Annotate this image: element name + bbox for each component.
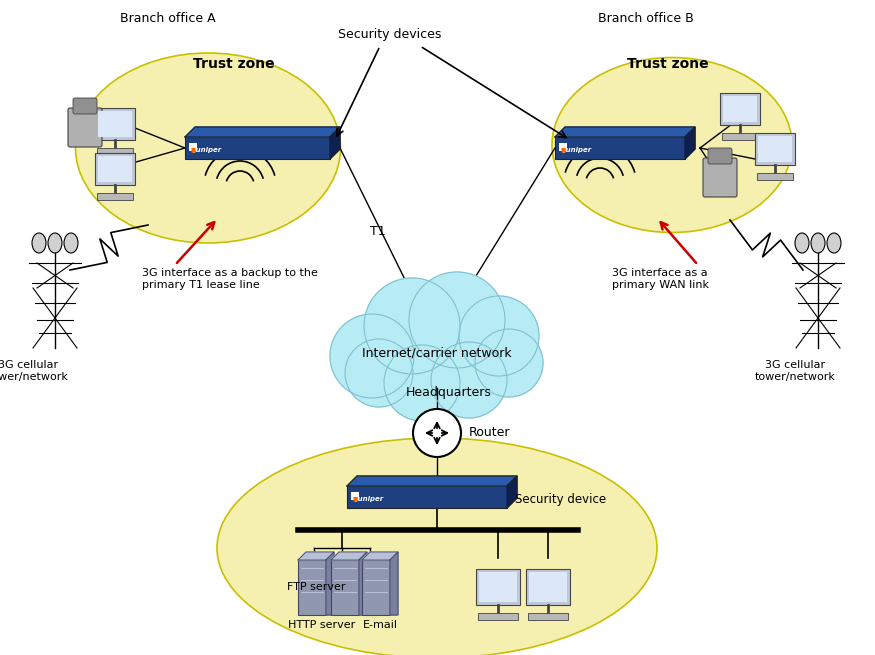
Text: Juniper: Juniper (355, 496, 383, 502)
Text: Trust zone: Trust zone (193, 57, 275, 71)
Bar (526, 569, 570, 605)
Ellipse shape (32, 233, 46, 253)
Bar (351, 492, 359, 500)
Text: E-mail: E-mail (362, 620, 397, 630)
Text: Juniper: Juniper (193, 147, 221, 153)
Bar (97, 148, 133, 155)
Bar (189, 143, 197, 151)
Text: ■: ■ (560, 147, 565, 153)
Ellipse shape (827, 233, 841, 253)
Circle shape (364, 278, 460, 374)
Text: ■: ■ (191, 147, 196, 153)
Bar (95, 153, 135, 185)
Circle shape (413, 409, 461, 457)
FancyBboxPatch shape (73, 98, 97, 114)
Text: T1: T1 (370, 225, 386, 238)
Text: 3G cellular
tower/network: 3G cellular tower/network (754, 360, 836, 382)
Bar (478, 613, 518, 620)
Ellipse shape (75, 53, 340, 243)
Bar (98, 111, 132, 137)
Text: Branch office B: Branch office B (598, 12, 694, 25)
Bar (722, 133, 758, 140)
Ellipse shape (48, 233, 62, 253)
Bar (347, 486, 507, 508)
Polygon shape (330, 127, 340, 159)
FancyBboxPatch shape (703, 158, 737, 197)
Polygon shape (331, 552, 367, 560)
Ellipse shape (64, 233, 78, 253)
Bar (185, 137, 330, 159)
Polygon shape (326, 552, 334, 615)
Text: Internet/carrier network: Internet/carrier network (362, 346, 512, 360)
Polygon shape (362, 552, 398, 560)
Bar (479, 572, 517, 602)
Polygon shape (390, 552, 398, 615)
Bar (757, 173, 793, 180)
Circle shape (475, 329, 543, 397)
Bar (476, 569, 520, 605)
Bar (555, 137, 685, 159)
Circle shape (384, 345, 460, 421)
Text: Security devices: Security devices (339, 28, 442, 41)
Ellipse shape (811, 233, 825, 253)
Polygon shape (359, 552, 367, 615)
Bar (528, 613, 568, 620)
Circle shape (459, 296, 539, 376)
Ellipse shape (552, 58, 792, 233)
Bar (529, 572, 567, 602)
FancyBboxPatch shape (68, 108, 102, 147)
Bar (98, 156, 132, 182)
Text: FTP server: FTP server (287, 582, 346, 592)
Polygon shape (298, 552, 334, 560)
Bar (559, 143, 567, 151)
Text: Juniper: Juniper (563, 147, 592, 153)
Circle shape (431, 342, 507, 418)
Text: HTTP server: HTTP server (289, 620, 355, 630)
Bar (97, 193, 133, 200)
Circle shape (330, 314, 414, 398)
Bar (95, 108, 135, 140)
Bar (362, 560, 390, 615)
FancyBboxPatch shape (708, 148, 732, 164)
Text: Branch office A: Branch office A (120, 12, 215, 25)
Ellipse shape (217, 438, 657, 655)
Bar (720, 93, 760, 125)
Text: Security device: Security device (515, 493, 606, 506)
Circle shape (409, 272, 505, 368)
Text: Headquarters: Headquarters (406, 386, 492, 399)
Text: Trust zone: Trust zone (627, 57, 709, 71)
Bar (755, 133, 795, 165)
Text: Router: Router (469, 426, 510, 440)
Polygon shape (555, 127, 695, 137)
Bar (723, 96, 757, 122)
Polygon shape (185, 127, 340, 137)
Text: 3G cellular
tower/network: 3G cellular tower/network (0, 360, 68, 382)
Bar (298, 560, 326, 615)
Ellipse shape (795, 233, 809, 253)
Text: 3G interface as a
primary WAN link: 3G interface as a primary WAN link (612, 269, 709, 290)
Polygon shape (685, 127, 695, 159)
Text: ■: ■ (353, 496, 358, 502)
Polygon shape (347, 476, 517, 486)
Text: 3G interface as a backup to the
primary T1 lease line: 3G interface as a backup to the primary … (142, 269, 318, 290)
Circle shape (345, 339, 413, 407)
Bar (331, 560, 359, 615)
Bar (758, 136, 792, 162)
Polygon shape (507, 476, 517, 508)
